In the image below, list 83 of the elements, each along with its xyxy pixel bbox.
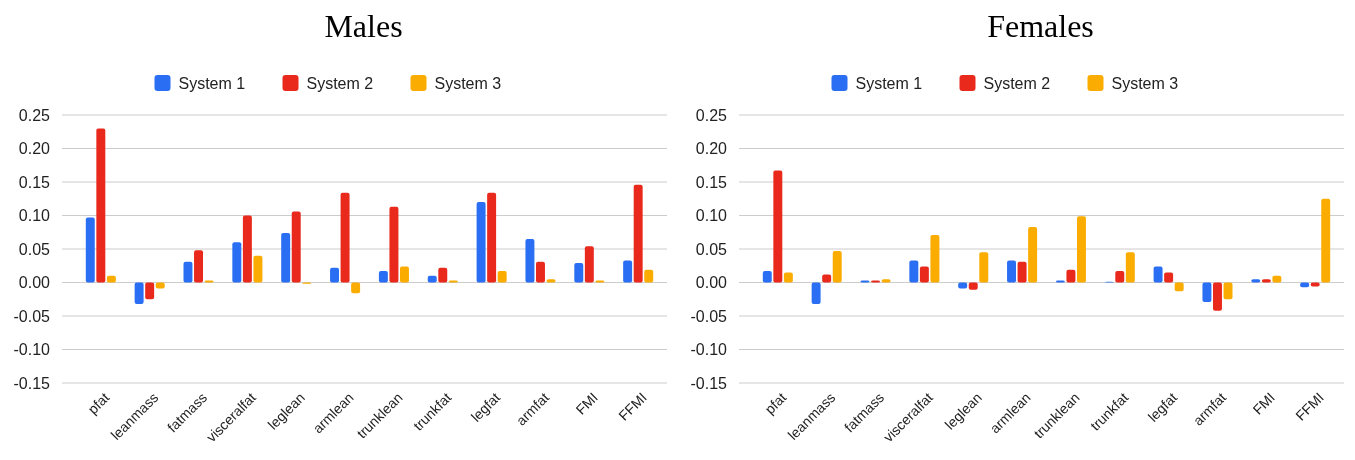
y-tick-label: -0.05 — [13, 307, 51, 325]
y-tick-label: -0.10 — [13, 341, 51, 359]
bar — [85, 217, 95, 283]
bar — [979, 252, 989, 283]
bar — [1174, 282, 1184, 292]
bar — [134, 282, 144, 304]
bar — [633, 184, 643, 283]
bar — [291, 211, 301, 283]
bar — [909, 260, 919, 283]
bar — [281, 232, 291, 283]
bar — [96, 128, 106, 283]
bar — [399, 266, 409, 283]
y-tick-label: 0.00 — [695, 274, 728, 292]
bar — [183, 261, 193, 283]
bar — [487, 192, 497, 283]
chart-title: Females — [987, 8, 1094, 44]
chart-title: Males — [324, 8, 403, 44]
y-tick-label: 0.15 — [18, 173, 51, 191]
bar — [584, 246, 594, 283]
bar — [389, 206, 399, 283]
y-tick-label: 0.15 — [695, 173, 728, 191]
bar — [1223, 282, 1233, 300]
y-tick-label: -0.05 — [690, 307, 728, 325]
bar — [762, 271, 772, 283]
y-tick-label: -0.10 — [690, 341, 728, 359]
bar — [930, 234, 940, 283]
legend-label: System 2 — [983, 74, 1051, 92]
bar — [773, 170, 783, 283]
bar — [145, 282, 155, 300]
y-tick-label: 0.10 — [18, 207, 51, 225]
bar — [1115, 271, 1125, 283]
legend-label: System 2 — [306, 74, 374, 92]
bar — [427, 275, 437, 283]
legend-label: System 1 — [178, 74, 246, 92]
bar — [1212, 282, 1222, 311]
bar — [525, 238, 535, 283]
bar — [1153, 266, 1163, 283]
bar — [1202, 282, 1212, 302]
bar — [497, 271, 507, 283]
bar — [783, 272, 793, 283]
bar — [1164, 272, 1174, 283]
bar — [194, 250, 203, 283]
y-tick-label: 0.05 — [18, 240, 51, 258]
bar — [1017, 261, 1027, 283]
y-tick-label: 0.25 — [18, 106, 51, 124]
bar — [623, 260, 633, 283]
legend-label: System 1 — [855, 74, 923, 92]
legend-label: System 3 — [1111, 74, 1179, 92]
x-tick-label: FMI — [1249, 389, 1278, 418]
bar — [330, 267, 340, 283]
y-tick-label: 0.25 — [695, 106, 728, 124]
y-tick-label: 0.00 — [18, 274, 51, 292]
y-tick-label: 0.05 — [695, 240, 728, 258]
bar — [106, 275, 116, 283]
y-tick-label: -0.15 — [690, 374, 728, 392]
bar — [574, 263, 584, 283]
bar — [340, 192, 350, 283]
bar — [822, 274, 832, 283]
bar — [1076, 216, 1086, 283]
x-tick-label: FMI — [572, 389, 601, 418]
bar — [1272, 275, 1282, 283]
y-tick-label: 0.20 — [18, 140, 51, 158]
bar — [832, 251, 842, 283]
y-tick-label: 0.10 — [695, 207, 728, 225]
bar — [476, 202, 486, 283]
bar — [351, 282, 361, 294]
bar — [1321, 198, 1331, 283]
bar — [536, 261, 545, 283]
bar — [1066, 269, 1076, 283]
y-tick-label: -0.15 — [13, 374, 51, 392]
bar — [253, 255, 263, 283]
bar — [1007, 260, 1017, 283]
bar — [919, 266, 929, 283]
bar — [1125, 252, 1135, 283]
bar — [242, 215, 252, 283]
bar — [378, 271, 388, 283]
bar — [232, 242, 242, 283]
bar — [1028, 226, 1038, 283]
bar — [438, 267, 448, 283]
legend-label: System 3 — [434, 74, 502, 92]
bar — [811, 282, 821, 304]
y-tick-label: 0.20 — [695, 140, 728, 158]
bar — [644, 269, 654, 283]
